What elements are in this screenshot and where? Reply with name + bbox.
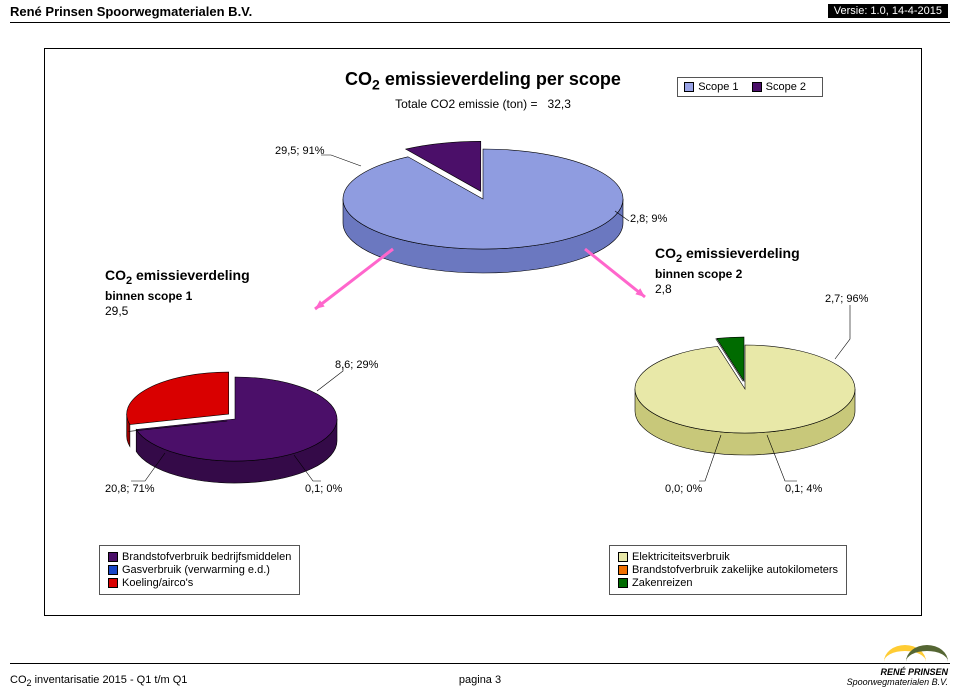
fl-rest: inventarisatie 2015 - Q1 t/m Q1 (32, 674, 188, 686)
s2-label-a: 2,7; 96% (825, 293, 868, 305)
footer: CO2 inventarisatie 2015 - Q1 t/m Q1 pagi… (10, 674, 950, 688)
s1-prefix: CO (105, 267, 126, 283)
scope1-title: CO2 emissieverdeling binnen scope 1 29,5 (105, 267, 250, 319)
swatch-s1-c (108, 578, 118, 588)
legend-s2-c: Zakenreizen (618, 577, 838, 589)
company-name: René Prinsen Spoorwegmaterialen B.V. (10, 4, 950, 19)
s2-label-b: 0,0; 0% (665, 483, 702, 495)
legend-s2-a-label: Elektriciteitsverbruik (632, 551, 730, 563)
footer-center: pagina 3 (459, 674, 501, 686)
legend-scope1-box: Brandstofverbruik bedrijfsmiddelen Gasve… (99, 545, 300, 595)
s1-line2: binnen scope 1 (105, 289, 250, 304)
legend-s1-a-label: Brandstofverbruik bedrijfsmiddelen (122, 551, 291, 563)
scope2-title: CO2 emissieverdeling binnen scope 2 2,8 (655, 245, 800, 297)
swatch-s2-a (618, 552, 628, 562)
logo-sub: Spoorwegmaterialen B.V. (847, 678, 948, 688)
swatch-s2-b (618, 565, 628, 575)
s1-rest: emissieverdeling (132, 267, 250, 283)
legend-s1-b: Gasverbruik (verwarming e.d.) (108, 564, 291, 576)
total-label-scope2: 2,8; 9% (630, 213, 667, 225)
logo-arcs (847, 645, 948, 668)
footer-rule (10, 663, 950, 664)
legend-s1-c-label: Koeling/airco's (122, 577, 193, 589)
total-label-scope1: 29,5; 91% (275, 145, 325, 157)
s2-line2: binnen scope 2 (655, 267, 800, 282)
s2-rest: emissieverdeling (682, 245, 800, 261)
s1-label-b: 0,1; 0% (305, 483, 342, 495)
legend-s1-b-label: Gasverbruik (verwarming e.d.) (122, 564, 270, 576)
logo-arc2 (906, 645, 948, 665)
swatch-s2-c (618, 578, 628, 588)
header-rule (10, 22, 950, 23)
swatch-s1-b (108, 565, 118, 575)
legend-s2-a: Elektriciteitsverbruik (618, 551, 838, 563)
s2-prefix: CO (655, 245, 676, 261)
legend-s2-c-label: Zakenreizen (632, 577, 693, 589)
legend-s2-b: Brandstofverbruik zakelijke autokilomete… (618, 564, 838, 576)
fl-prefix: CO (10, 674, 27, 686)
legend-s1-c: Koeling/airco's (108, 577, 291, 589)
charts-svg (45, 49, 921, 615)
version-label: Versie: 1.0, 14-4-2015 (828, 4, 948, 18)
s1-label-c: 8,6; 29% (335, 359, 378, 371)
legend-s1-a: Brandstofverbruik bedrijfsmiddelen (108, 551, 291, 563)
s1-label-a: 20,8; 71% (105, 483, 155, 495)
chart-panel: CO2 emissieverdeling per scope Totale CO… (44, 48, 922, 616)
footer-left: CO2 inventarisatie 2015 - Q1 t/m Q1 (10, 674, 187, 686)
s1-value: 29,5 (105, 304, 250, 319)
s2-label-c: 0,1; 4% (785, 483, 822, 495)
company-logo: RENÉ PRINSEN Spoorwegmaterialen B.V. (847, 645, 948, 688)
swatch-s1-a (108, 552, 118, 562)
legend-scope2-box: Elektriciteitsverbruik Brandstofverbruik… (609, 545, 847, 595)
legend-s2-b-label: Brandstofverbruik zakelijke autokilomete… (632, 564, 838, 576)
s2-value: 2,8 (655, 282, 800, 297)
